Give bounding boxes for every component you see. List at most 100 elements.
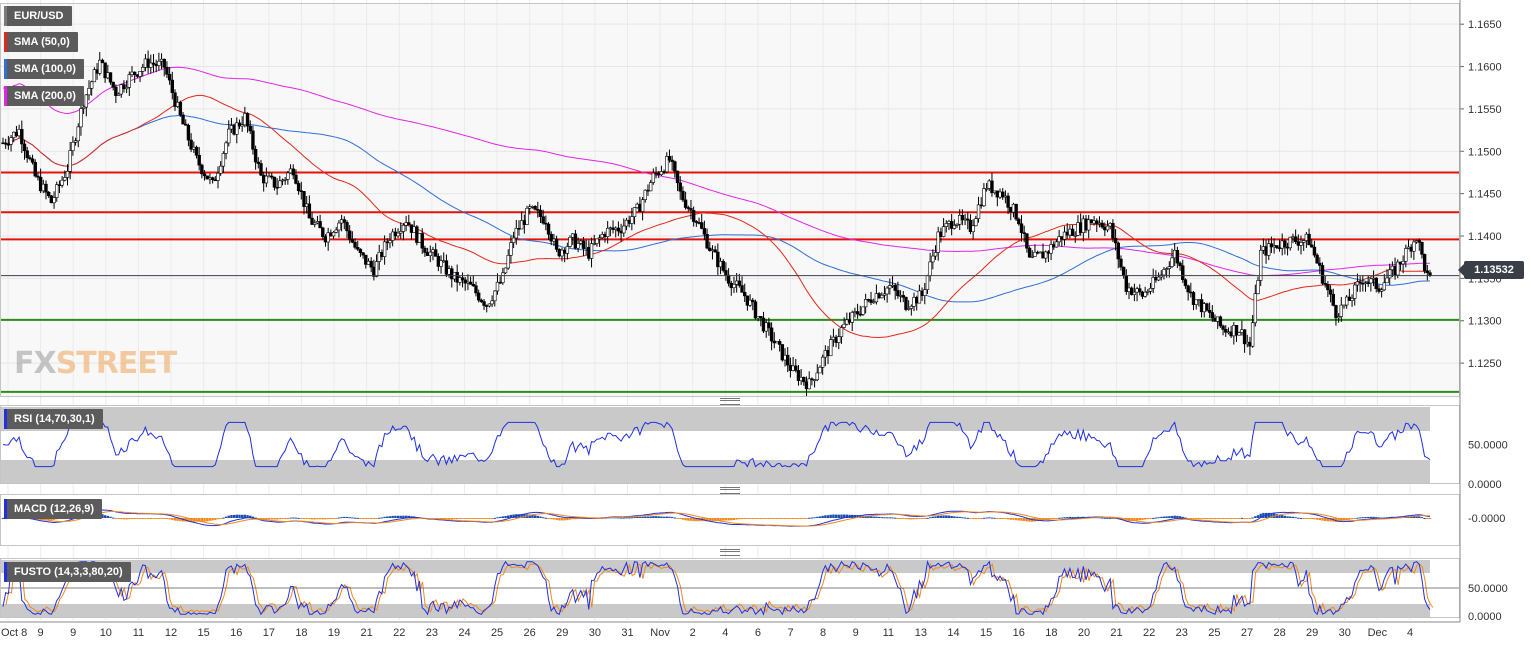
pane-resize-handle[interactable] xyxy=(720,487,740,494)
macd-bar xyxy=(136,518,139,519)
macd-bar xyxy=(974,518,978,519)
candle-body xyxy=(218,165,223,174)
macd-bar xyxy=(791,518,795,519)
candle-body xyxy=(753,301,758,319)
macd-bar xyxy=(1294,517,1297,519)
candle-body xyxy=(361,252,365,256)
candle-body xyxy=(1175,249,1180,264)
macd-bar xyxy=(770,518,773,519)
candle-body xyxy=(474,285,478,294)
macd-bar xyxy=(625,517,628,519)
macd-bar xyxy=(154,518,158,519)
macd-bar xyxy=(1103,517,1107,519)
macd-bar xyxy=(622,517,625,519)
candle-body xyxy=(208,177,212,180)
candle-body xyxy=(1336,316,1341,319)
macd-bar xyxy=(633,517,636,519)
candle-body xyxy=(1076,222,1080,236)
macd-bar xyxy=(550,518,553,520)
macd-bar xyxy=(224,516,228,518)
macd-bar xyxy=(122,518,126,520)
macd-bar xyxy=(200,518,204,522)
candle-body xyxy=(517,228,521,230)
candle-body xyxy=(245,113,250,127)
sma200-tag[interactable]: SMA (200,0) xyxy=(4,86,84,106)
candle-body xyxy=(600,234,604,239)
candle-body xyxy=(1044,251,1048,259)
macd-bar xyxy=(727,518,730,521)
macd-bar xyxy=(146,518,150,519)
sma50-tag[interactable]: SMA (50,0) xyxy=(4,32,78,52)
candle-body xyxy=(780,344,785,361)
candle-body xyxy=(528,206,532,209)
candle-body xyxy=(1288,236,1292,249)
rsi-tag[interactable]: RSI (14,70,30,1) xyxy=(4,409,103,429)
pane-resize-handle[interactable] xyxy=(720,398,740,405)
candle-body xyxy=(882,293,887,296)
sma50-line xyxy=(2,94,1431,339)
candle-body xyxy=(49,195,54,204)
macd-bar xyxy=(493,517,496,519)
candle-body xyxy=(1205,303,1209,311)
macd-bar xyxy=(1014,518,1018,521)
macd-bar xyxy=(765,518,768,519)
candle-body xyxy=(1422,254,1427,272)
fusto-upper-band xyxy=(0,560,1430,573)
candle-body xyxy=(1092,220,1096,224)
candle-body xyxy=(1097,222,1102,225)
candle-body xyxy=(646,189,650,192)
candle-body xyxy=(1293,236,1298,242)
sma100-tag[interactable]: SMA (100,0) xyxy=(4,59,84,79)
candle-body xyxy=(1186,285,1190,293)
macd-bar xyxy=(353,517,357,519)
macd-bar xyxy=(1068,516,1072,518)
macd-bar xyxy=(531,514,534,518)
macd-bar xyxy=(1028,518,1031,522)
symbol-tag[interactable]: EUR/USD xyxy=(4,6,72,26)
candle-body xyxy=(1393,265,1397,276)
candle-body xyxy=(622,225,626,234)
candle-body xyxy=(1353,284,1357,299)
candle-body xyxy=(597,237,602,240)
candle-body xyxy=(1170,257,1174,267)
macd-bar xyxy=(273,518,276,520)
macd-bar xyxy=(1243,518,1246,519)
price-tick-label: 1.1650 xyxy=(1468,19,1502,31)
candle-body xyxy=(947,221,951,224)
candle-body xyxy=(95,69,99,74)
macd-bar xyxy=(864,515,867,518)
candle-body xyxy=(248,125,252,132)
macd-bar xyxy=(824,515,827,518)
candle-body xyxy=(944,223,948,227)
candle-body xyxy=(885,287,889,295)
macd-tag[interactable]: MACD (12,26,9) xyxy=(4,499,103,519)
candle-body xyxy=(390,231,395,241)
macd-bar xyxy=(1428,518,1432,520)
candle-body xyxy=(1371,277,1376,280)
macd-bar xyxy=(396,515,400,518)
candle-body xyxy=(111,81,115,88)
candle-body xyxy=(834,336,838,343)
candle-body xyxy=(339,219,344,224)
candle-body xyxy=(442,260,446,263)
macd-bar xyxy=(316,518,319,520)
candle-body xyxy=(807,378,811,390)
macd-bar xyxy=(464,518,467,519)
candle-body xyxy=(839,327,844,337)
candle-body xyxy=(974,218,978,227)
macd-bar xyxy=(853,515,857,518)
candle-body xyxy=(154,63,158,66)
candle-body xyxy=(1387,269,1392,279)
candle-body xyxy=(576,243,580,249)
pane-resize-handle[interactable] xyxy=(720,549,740,556)
candle-body xyxy=(1148,287,1153,292)
macd-bar xyxy=(133,518,136,519)
candle-body xyxy=(186,124,191,141)
candle-body xyxy=(611,227,615,230)
candle-body xyxy=(697,222,701,224)
candle-body xyxy=(1417,240,1421,243)
fusto-tag[interactable]: FUSTO (14,3,3,80,20) xyxy=(4,562,131,582)
candle-body xyxy=(1140,291,1145,297)
candle-body xyxy=(1132,291,1137,295)
